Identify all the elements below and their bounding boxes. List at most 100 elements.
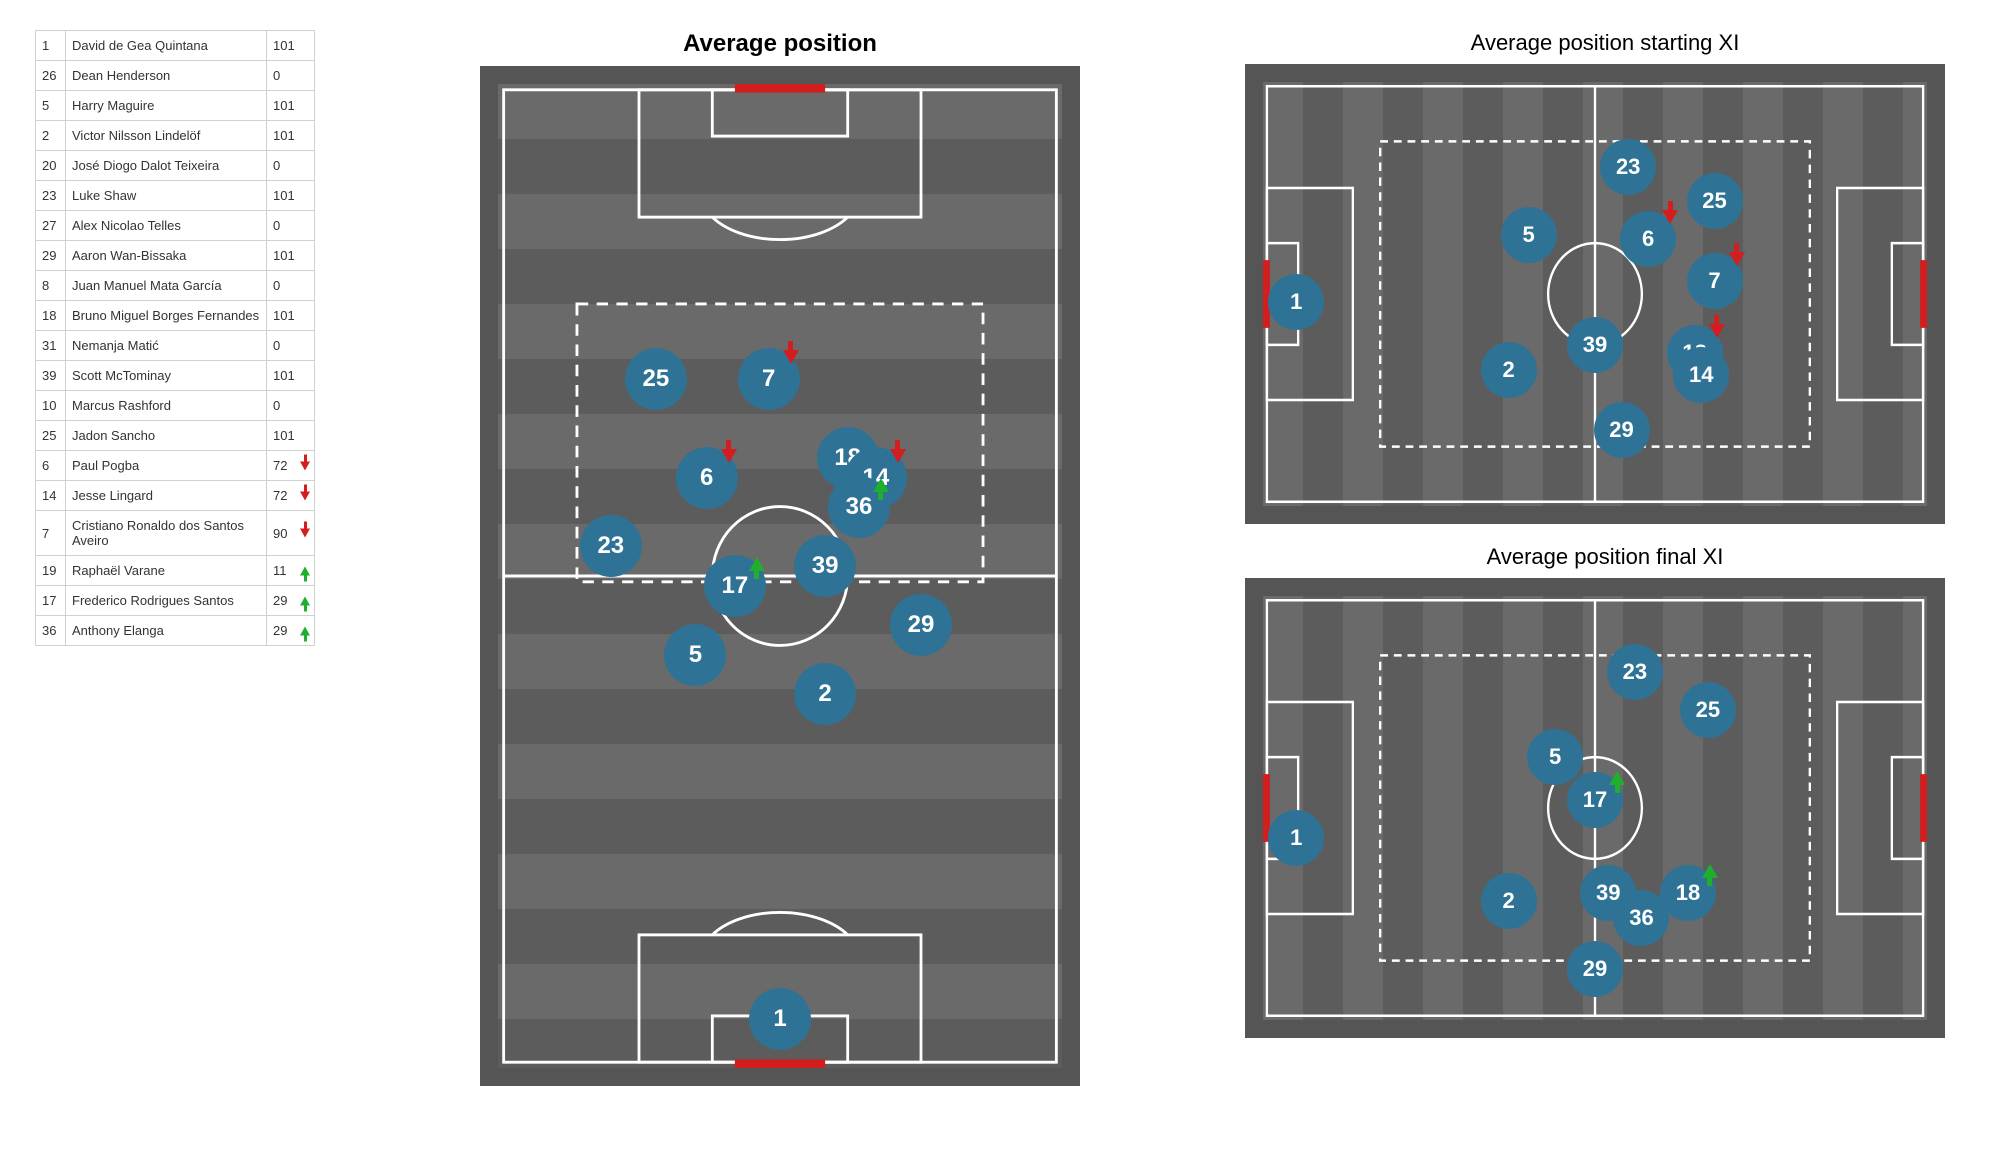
roster-row: 39Scott McTominay101 (36, 361, 315, 391)
roster-minutes: 90 (267, 511, 315, 556)
roster-row: 26Dean Henderson0 (36, 61, 315, 91)
player-marker: 29 (1567, 941, 1623, 997)
roster-player-name: Nemanja Matić (66, 331, 267, 361)
roster-minutes: 101 (267, 301, 315, 331)
roster-player-name: Raphaël Varane (66, 556, 267, 586)
roster-player-name: Frederico Rodrigues Santos (66, 586, 267, 616)
roster-minutes: 101 (267, 361, 315, 391)
roster-row: 18Bruno Miguel Borges Fernandes101 (36, 301, 315, 331)
roster-player-name: Victor Nilsson Lindelöf (66, 121, 267, 151)
final-xi-block: Average position final XI (1245, 544, 1965, 1038)
roster-minutes: 101 (267, 31, 315, 61)
roster-row: 5Harry Maguire101 (36, 91, 315, 121)
main-pitch-column: Average position (345, 30, 1215, 1145)
roster-player-name: Harry Maguire (66, 91, 267, 121)
roster-number: 18 (36, 301, 66, 331)
player-marker: 39 (1567, 317, 1623, 373)
roster-minutes: 72 (267, 481, 315, 511)
roster-row: 6Paul Pogba72 (36, 451, 315, 481)
player-marker: 25 (1687, 173, 1743, 229)
roster-minutes: 101 (267, 121, 315, 151)
roster-player-name: Alex Nicolao Telles (66, 211, 267, 241)
layout-root: 1David de Gea Quintana10126Dean Henderso… (35, 30, 1965, 1145)
roster-number: 7 (36, 511, 66, 556)
final-xi-title: Average position final XI (1245, 544, 1965, 570)
roster-table: 1David de Gea Quintana10126Dean Henderso… (35, 30, 315, 646)
sub-in-icon (1702, 864, 1718, 878)
roster-row: 7Cristiano Ronaldo dos Santos Aveiro90 (36, 511, 315, 556)
sub-out-icon (300, 529, 310, 538)
roster-number: 6 (36, 451, 66, 481)
roster-minutes: 11 (267, 556, 315, 586)
player-marker: 2 (1481, 873, 1537, 929)
pitch-lines (1263, 82, 1927, 506)
roster-row: 2Victor Nilsson Lindelöf101 (36, 121, 315, 151)
roster-number: 14 (36, 481, 66, 511)
sub-in-icon (749, 557, 765, 571)
player-marker: 5 (1501, 207, 1557, 263)
roster-number: 1 (36, 31, 66, 61)
roster-number: 31 (36, 331, 66, 361)
roster-number: 29 (36, 241, 66, 271)
roster-minutes: 0 (267, 61, 315, 91)
final-xi-pitch: 12523293917251836 (1245, 578, 1945, 1038)
sub-out-icon (1709, 324, 1725, 338)
roster-player-name: Aaron Wan-Bissaka (66, 241, 267, 271)
roster-number: 19 (36, 556, 66, 586)
roster-player-name: Luke Shaw (66, 181, 267, 211)
roster-minutes: 101 (267, 421, 315, 451)
roster-minutes: 0 (267, 211, 315, 241)
player-marker: 39 (794, 535, 856, 597)
sub-in-icon (300, 596, 310, 605)
roster-minutes: 0 (267, 391, 315, 421)
roster-player-name: Cristiano Ronaldo dos Santos Aveiro (66, 511, 267, 556)
side-pitches-column: Average position starting XI (1245, 30, 1965, 1145)
sub-in-icon (1609, 771, 1625, 785)
player-marker: 29 (890, 594, 952, 656)
roster-row: 10Marcus Rashford0 (36, 391, 315, 421)
pitch-lines (498, 84, 1062, 1068)
roster-player-name: Dean Henderson (66, 61, 267, 91)
sub-out-icon (890, 449, 906, 463)
roster-number: 36 (36, 616, 66, 646)
roster-player-name: Scott McTominay (66, 361, 267, 391)
player-marker: 5 (1527, 729, 1583, 785)
roster-number: 10 (36, 391, 66, 421)
roster-number: 5 (36, 91, 66, 121)
starting-xi-block: Average position starting XI (1245, 30, 1965, 524)
sub-out-icon (1729, 252, 1745, 266)
roster-minutes: 0 (267, 151, 315, 181)
player-marker: 2 (794, 663, 856, 725)
starting-xi-pitch: 12523293962571814 (1245, 64, 1945, 524)
roster-number: 39 (36, 361, 66, 391)
player-marker: 36 (1613, 890, 1669, 946)
roster-number: 23 (36, 181, 66, 211)
roster-row: 19Raphaël Varane11 (36, 556, 315, 586)
player-marker: 14 (1673, 347, 1729, 403)
player-marker: 2 (1481, 342, 1537, 398)
player-marker: 23 (1607, 644, 1663, 700)
player-marker: 23 (1600, 139, 1656, 195)
player-marker: 25 (625, 348, 687, 410)
roster-player-name: Juan Manuel Mata García (66, 271, 267, 301)
roster-row: 31Nemanja Matić0 (36, 331, 315, 361)
player-marker: 25 (1680, 682, 1736, 738)
roster-minutes: 0 (267, 271, 315, 301)
roster-number: 2 (36, 121, 66, 151)
sub-out-icon (300, 491, 310, 500)
roster-minutes: 101 (267, 91, 315, 121)
roster-player-name: Marcus Rashford (66, 391, 267, 421)
roster-minutes: 29 (267, 616, 315, 646)
roster-player-name: José Diogo Dalot Teixeira (66, 151, 267, 181)
roster-minutes: 0 (267, 331, 315, 361)
roster-row: 1David de Gea Quintana101 (36, 31, 315, 61)
roster-player-name: Paul Pogba (66, 451, 267, 481)
roster-row: 27Alex Nicolao Telles0 (36, 211, 315, 241)
roster-minutes: 72 (267, 451, 315, 481)
main-pitch: 125292339176181436257 (480, 66, 1080, 1086)
roster-number: 25 (36, 421, 66, 451)
roster-column: 1David de Gea Quintana10126Dean Henderso… (35, 30, 315, 1145)
roster-number: 8 (36, 271, 66, 301)
roster-row: 20José Diogo Dalot Teixeira0 (36, 151, 315, 181)
sub-in-icon (300, 626, 310, 635)
